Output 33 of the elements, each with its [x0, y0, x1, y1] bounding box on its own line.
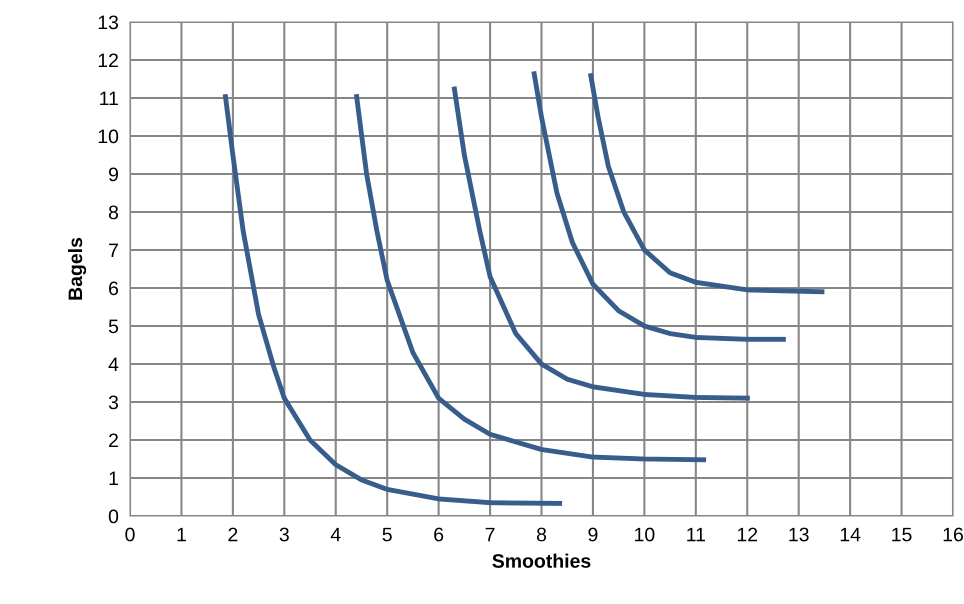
- x-tick-label: 0: [125, 528, 135, 542]
- y-tick-label: 1: [110, 472, 118, 486]
- x-tick-label: 16: [944, 528, 963, 542]
- y-tick-label: 0: [108, 509, 118, 524]
- y-tick-label: 9: [108, 167, 118, 182]
- y-tick-label: 8: [108, 205, 118, 220]
- x-tick-label: 13: [789, 528, 809, 542]
- y-tick-label: 3: [108, 395, 118, 410]
- y-tick-label: 6: [109, 281, 118, 296]
- y-tick-label: 4: [108, 358, 118, 372]
- y-tick-label: 13: [98, 15, 118, 30]
- y-tick-label: 2: [109, 433, 118, 448]
- y-tick-label: 12: [98, 53, 118, 68]
- x-tick-label: 7: [486, 528, 494, 542]
- x-tick-label: 2: [228, 528, 238, 542]
- x-tick-label: 8: [536, 528, 546, 542]
- x-tick-label: 4: [330, 528, 341, 542]
- x-tick-label: 12: [738, 528, 758, 542]
- x-axis-title: Smoothies: [492, 554, 590, 568]
- x-tick-label: 1: [178, 528, 186, 542]
- x-tick-label: 14: [840, 528, 860, 542]
- y-tick-label: 7: [109, 244, 118, 258]
- y-tick-label: 5: [108, 320, 118, 334]
- x-tick-label: 5: [382, 528, 392, 542]
- y-axis-title: Bagels: [68, 238, 86, 300]
- x-tick-label: 9: [588, 528, 598, 542]
- y-tick-label: 10: [98, 129, 118, 144]
- x-tick-label: 6: [434, 528, 444, 542]
- x-tick-label: 10: [635, 528, 654, 542]
- x-tick-label: 11: [687, 528, 705, 542]
- y-tick-label: 11: [100, 92, 118, 106]
- x-tick-label: 15: [892, 528, 912, 542]
- x-tick-label: 3: [280, 528, 289, 542]
